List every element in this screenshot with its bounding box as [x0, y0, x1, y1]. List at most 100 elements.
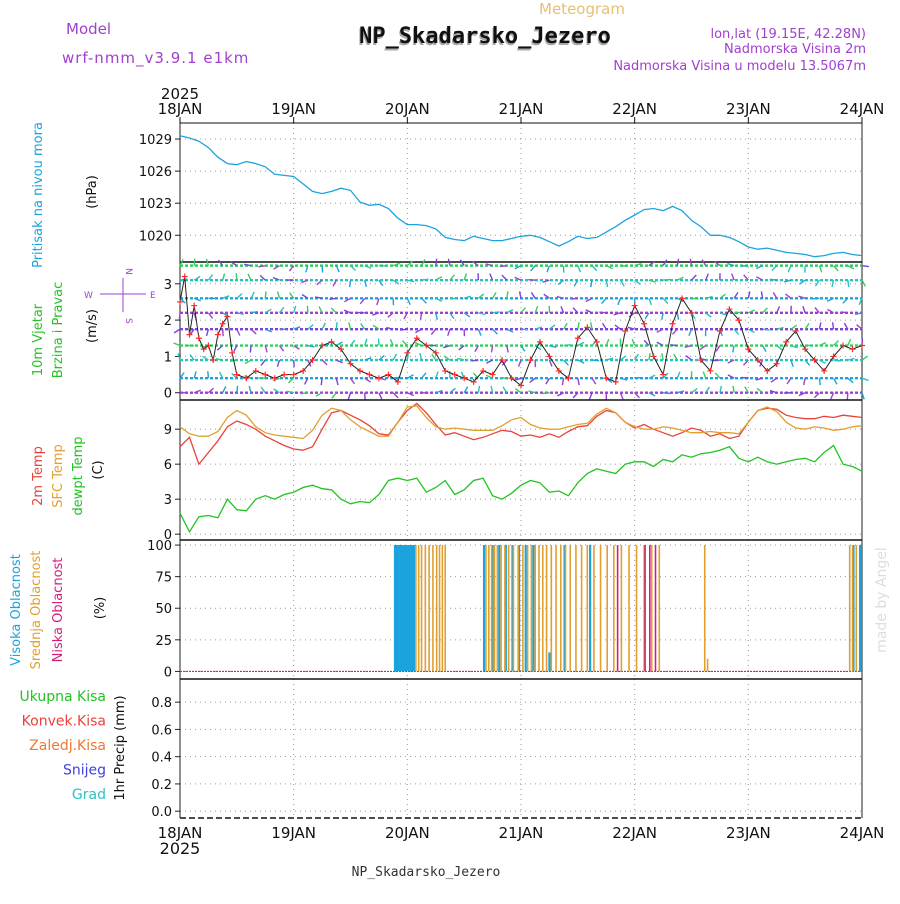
wind-arrow — [333, 280, 336, 286]
wind-arrow — [673, 329, 678, 334]
wind-arrow — [436, 259, 437, 266]
pressure-unit: (hPa) — [85, 175, 100, 209]
wind-speed-point — [850, 346, 856, 352]
wind-arrow — [592, 360, 599, 361]
wind-arrow — [407, 280, 414, 282]
top-tick-label: 22JAN — [612, 100, 657, 118]
top-tick-label: 20JAN — [385, 100, 430, 118]
wind-arrow — [862, 266, 869, 267]
precip-ylabel: 1hr Precip (mm) — [113, 695, 128, 800]
y-tick-label: 6 — [164, 458, 172, 473]
wind-speed-point — [594, 339, 600, 345]
wind-arrow — [521, 308, 526, 313]
y-tick-label: 1 — [164, 350, 172, 365]
wind-arrow — [478, 386, 479, 393]
wind-arrow — [258, 266, 265, 267]
wind-arrow — [350, 280, 351, 287]
wind-arrow — [599, 312, 606, 313]
wind-arrow — [628, 327, 635, 329]
wind-arrow — [402, 341, 407, 346]
wind-arrow — [763, 329, 770, 330]
wind-arrow — [448, 329, 450, 336]
wind-arrow — [804, 378, 806, 385]
wind-arrow — [848, 280, 849, 287]
bottom-tick-label: 19JAN — [271, 824, 316, 842]
model-label: Model — [66, 20, 111, 38]
wind-arrow — [194, 259, 195, 266]
wind-arrow — [249, 386, 251, 393]
wind-arrow — [493, 312, 500, 313]
wind-arrow — [670, 345, 677, 346]
precip-legend-item: Konvek.Kisa — [22, 714, 106, 730]
wind-arrow — [519, 360, 521, 367]
low-cloud-ylabel: Niska Oblacnost — [51, 558, 66, 663]
cloud-unit: (%) — [93, 597, 108, 620]
wind-arrow — [322, 323, 325, 329]
wind-speed-point — [537, 339, 543, 345]
wind-arrow — [603, 323, 607, 329]
wind-arrow — [174, 329, 180, 333]
y-tick-label: 3 — [164, 278, 172, 293]
page-title: NP_Skadarsko_Jezero — [359, 24, 611, 49]
lonlat: lon,lat (19.15E, 42.28N) — [710, 27, 866, 42]
wind-speed-point — [210, 357, 216, 363]
wind-arrow — [237, 386, 238, 393]
y-tick-label: 3 — [164, 493, 172, 508]
temp-unit: (C) — [91, 460, 106, 479]
pressure-ylabel: Pritisak na nivou mora — [31, 122, 46, 268]
y-tick-label: 1020 — [139, 229, 172, 244]
bottom-tick-label: 23JAN — [726, 824, 771, 842]
top-tick-label: 18JAN — [158, 100, 203, 118]
wind-arrow — [862, 280, 865, 286]
subtitle: Meteogram — [539, 0, 625, 18]
wind-speed-point — [546, 353, 552, 359]
wind-arrow — [478, 313, 485, 315]
wind-arrow — [677, 259, 678, 266]
wind-speed-point — [319, 343, 325, 349]
wind-arrow — [578, 322, 579, 329]
wind-arrow — [819, 378, 820, 385]
wind-speed-point — [442, 368, 448, 374]
wind-arrow — [174, 343, 181, 346]
y-tick-label: 25 — [155, 634, 172, 649]
wind-speed-point — [376, 375, 382, 381]
top-tick-label: 23JAN — [726, 100, 771, 118]
mid-cloud-ylabel: Srednja Oblacnost — [29, 551, 44, 670]
wind-speed-point — [291, 372, 297, 378]
wind-speed-point — [670, 321, 676, 327]
wind-arrow — [448, 259, 450, 266]
wind-arrow — [407, 298, 410, 304]
year-bottom: 2025 — [160, 839, 201, 858]
temp2m-ylabel: 2m Temp — [31, 446, 46, 506]
wind-speed-point — [191, 303, 197, 309]
y-tick-label: 50 — [155, 602, 172, 617]
wind-arrow — [422, 279, 429, 280]
wind-arrow — [336, 322, 337, 329]
y-tick-label: 0 — [164, 387, 172, 402]
wind-arrow — [727, 264, 734, 266]
wind-arrow — [308, 346, 315, 347]
wind-speed-point — [262, 372, 268, 378]
wind-arrow — [788, 266, 791, 272]
wind-arrow — [777, 306, 780, 312]
wind-arrow — [578, 378, 579, 385]
wind-arrow — [521, 329, 528, 330]
y-tick-label: 75 — [155, 571, 172, 586]
y-tick-label: 0.6 — [151, 723, 172, 738]
wind-arrow — [614, 313, 621, 315]
wind-speed-point — [859, 343, 865, 349]
wind-arrow — [833, 322, 834, 329]
compass-east: E — [150, 291, 156, 301]
wind-arrow — [677, 372, 680, 379]
y-tick-label: 0.0 — [151, 805, 172, 820]
wind-speed-point — [196, 335, 202, 341]
high-cloud-ylabel: Visoka Oblacnost — [9, 554, 24, 666]
wind-arrow — [421, 313, 422, 320]
precip-legend-item: Ukupna Kisa — [19, 689, 106, 705]
sfc-ylabel: SFC Temp — [51, 444, 66, 508]
